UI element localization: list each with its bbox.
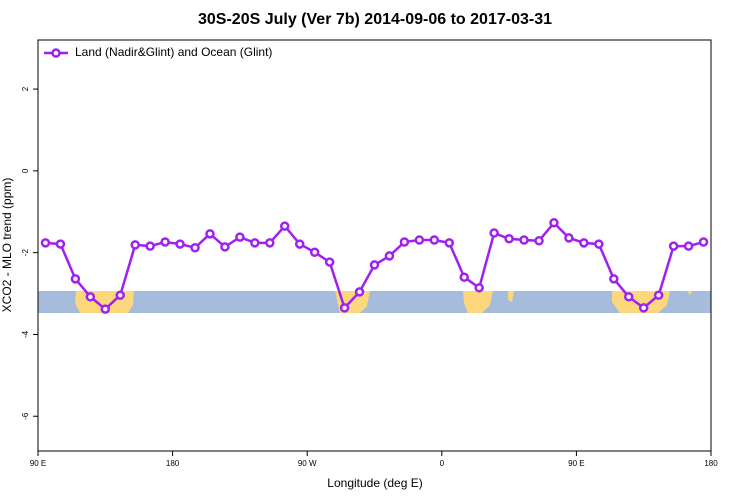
point <box>564 233 574 243</box>
point <box>354 287 365 297</box>
x-tick-label: 90 E <box>568 459 584 468</box>
point <box>444 238 455 248</box>
point <box>190 242 200 253</box>
point <box>609 274 619 284</box>
x-tick-label: 90 E <box>30 459 46 468</box>
point <box>100 304 111 314</box>
legend-label: Land (Nadir&Glint) and Ocean (Glint) <box>75 45 272 59</box>
point <box>160 237 170 247</box>
point <box>429 235 440 245</box>
x-tick-label: 0 <box>440 459 445 468</box>
x-tick-label: 180 <box>166 459 180 468</box>
x-axis-label: Longitude (deg E) <box>327 476 422 490</box>
point <box>55 239 66 249</box>
point <box>145 241 155 251</box>
map-band <box>38 291 711 313</box>
point <box>175 239 185 249</box>
legend-marker <box>51 48 61 58</box>
point <box>623 292 634 302</box>
x-tick-label: 90 W <box>298 459 317 468</box>
point <box>369 260 380 270</box>
point <box>85 292 96 302</box>
point <box>579 238 589 248</box>
point <box>235 232 245 242</box>
y-tick-label: 2 <box>21 86 30 91</box>
point <box>40 238 51 248</box>
point <box>339 303 350 313</box>
point <box>250 238 260 248</box>
point <box>549 218 559 228</box>
point <box>638 303 649 313</box>
land <box>508 291 514 302</box>
point <box>698 237 709 247</box>
point <box>668 241 679 251</box>
chart-title: 30S-20S July (Ver 7b) 2014-09-06 to 2017… <box>198 11 552 28</box>
point <box>70 274 81 284</box>
y-tick-label: -2 <box>21 249 30 257</box>
point <box>384 251 395 261</box>
point <box>653 290 664 300</box>
y-tick-label: 0 <box>21 168 30 173</box>
land <box>687 291 692 295</box>
point <box>115 290 126 300</box>
point <box>519 235 529 245</box>
point <box>309 247 320 257</box>
point <box>130 240 140 250</box>
point <box>399 237 410 247</box>
ocean-band <box>38 291 711 313</box>
point <box>324 257 335 267</box>
point <box>294 239 305 249</box>
point <box>594 239 604 249</box>
land <box>463 291 493 313</box>
point <box>683 241 694 251</box>
plot-frame <box>37 39 712 452</box>
point <box>474 283 484 293</box>
point <box>534 236 544 246</box>
point <box>414 235 425 245</box>
point <box>489 228 499 238</box>
x-tick-label: 180 <box>704 459 718 468</box>
y-axis-label: XCO2 - MLO trend (ppm) <box>0 178 14 313</box>
point <box>205 229 215 239</box>
point <box>280 221 290 231</box>
y-tick-label: -4 <box>21 330 30 338</box>
point <box>265 238 275 248</box>
y-tick-label: -6 <box>21 412 30 420</box>
point <box>459 272 469 282</box>
point <box>220 242 230 252</box>
point <box>504 234 514 244</box>
